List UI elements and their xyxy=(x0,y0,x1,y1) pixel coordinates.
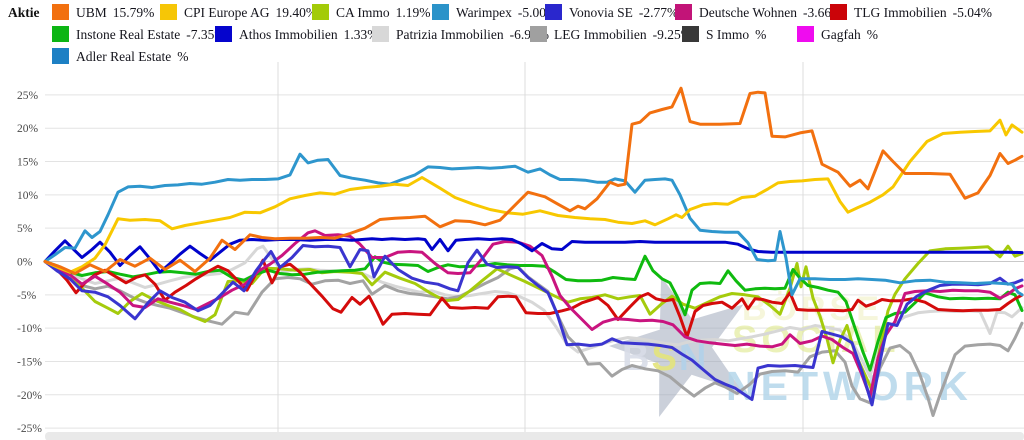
legend-swatch xyxy=(682,26,699,42)
legend-item-athos-immobilien[interactable]: Athos Immobilien 1.33% xyxy=(215,26,379,44)
legend-item-instone-real-estate[interactable]: Instone Real Estate -7.35% xyxy=(52,26,226,44)
legend-label: S Immo xyxy=(706,27,750,42)
legend-value: 15.79% xyxy=(112,5,155,20)
legend-swatch xyxy=(797,26,814,42)
legend-title: Aktie xyxy=(8,5,40,20)
y-axis-label: 25% xyxy=(17,90,39,102)
legend-swatch xyxy=(675,4,692,20)
legend-swatch xyxy=(52,4,69,20)
legend-value: -5.04% xyxy=(952,5,992,20)
bsn-star-watermark xyxy=(609,276,744,417)
legend-value: % xyxy=(866,27,878,42)
legend-label: CA Immo xyxy=(336,5,390,20)
legend-value: -2.77% xyxy=(638,5,679,20)
legend-value: 19.40% xyxy=(275,5,318,20)
legend-swatch xyxy=(432,4,449,20)
legend-value: % xyxy=(177,49,189,64)
legend-label: Deutsche Wohnen xyxy=(699,5,798,20)
legend-value: % xyxy=(755,27,767,42)
series-line-athos-immobilien[interactable] xyxy=(43,237,1024,274)
series-line-leg-immobilien[interactable] xyxy=(43,260,1024,417)
legend-item-ubm[interactable]: UBM 15.79% xyxy=(52,4,154,22)
legend-label: Vonovia SE xyxy=(569,5,633,20)
series-line-ubm[interactable] xyxy=(43,86,1024,275)
legend-label: Instone Real Estate xyxy=(76,27,181,42)
y-axis-label: -15% xyxy=(17,356,42,368)
performance-chart: 25%20%15%10%5%0%-5%-10%-15%-20%-25%BSNBÖ… xyxy=(17,62,1024,440)
y-axis-label: -5% xyxy=(17,290,37,302)
legend-label: Gagfah xyxy=(821,27,861,42)
legend-item-patrizia-immobilien[interactable]: Patrizia Immobilien-6.93% xyxy=(372,26,549,44)
legend-item-deutsche-wohnen[interactable]: Deutsche Wohnen -3.66% xyxy=(675,4,842,22)
y-axis-label: -25% xyxy=(17,423,42,435)
legend-value: 1.19% xyxy=(395,5,431,20)
legend-label: TLG Immobilien xyxy=(854,5,947,20)
series-line-patrizia-immobilien[interactable] xyxy=(43,244,1024,379)
legend-value: 1.33% xyxy=(343,27,379,42)
legend-label: UBM xyxy=(76,5,107,20)
series-line-cpi-europe-ag[interactable] xyxy=(43,118,1024,274)
y-axis-label: -10% xyxy=(17,323,42,335)
legend-item-tlg-immobilien[interactable]: TLG Immobilien -5.04% xyxy=(830,4,992,22)
y-axis-label: 15% xyxy=(17,157,39,169)
legend-label: Warimpex xyxy=(456,5,512,20)
y-axis-label: 20% xyxy=(17,123,39,135)
legend-label: Athos Immobilien xyxy=(239,27,338,42)
legend-swatch xyxy=(830,4,847,20)
y-axis-label: 10% xyxy=(17,190,39,202)
legend-label: CPI Europe AG xyxy=(184,5,270,20)
legend: Aktie UBM 15.79% CPI Europe AG 19.40% CA Imm… xyxy=(0,0,1024,64)
legend-item-vonovia-se[interactable]: Vonovia SE -2.77% xyxy=(545,4,678,22)
legend-item-leg-immobilien[interactable]: LEG Immobilien -9.25% xyxy=(530,26,692,44)
series-line-warimpex[interactable] xyxy=(43,152,1024,297)
legend-item-cpi-europe-ag[interactable]: CPI Europe AG 19.40% xyxy=(160,4,317,22)
legend-item-ca-immo[interactable]: CA Immo 1.19% xyxy=(312,4,431,22)
legend-swatch xyxy=(545,4,562,20)
legend-swatch xyxy=(530,26,547,42)
watermark-word: NETWORK xyxy=(726,363,973,409)
series-line-deutsche-wohnen[interactable] xyxy=(43,229,1024,399)
legend-item-warimpex[interactable]: Warimpex -5.00% xyxy=(432,4,557,22)
legend-label: Adler Real Estate xyxy=(76,49,172,64)
y-axis-label: 0% xyxy=(17,257,33,269)
y-axis-label: -20% xyxy=(17,390,42,402)
legend-swatch xyxy=(52,48,69,64)
legend-item-gagfah[interactable]: Gagfah% xyxy=(797,26,878,44)
legend-label: LEG Immobilien xyxy=(554,27,647,42)
y-axis-label: 5% xyxy=(17,223,33,235)
legend-swatch xyxy=(312,4,329,20)
legend-item-adler-real-estate[interactable]: Adler Real Estate% xyxy=(52,48,188,66)
legend-swatch xyxy=(215,26,232,42)
series-line-vonovia-se[interactable] xyxy=(43,244,1024,407)
x-axis-band[interactable] xyxy=(45,432,1024,440)
legend-item-s-immo[interactable]: S Immo% xyxy=(682,26,766,44)
legend-swatch xyxy=(160,4,177,20)
legend-swatch xyxy=(372,26,389,42)
legend-swatch xyxy=(52,26,69,42)
series-line-tlg-immobilien[interactable] xyxy=(43,258,1024,339)
legend-label: Patrizia Immobilien xyxy=(396,27,504,42)
